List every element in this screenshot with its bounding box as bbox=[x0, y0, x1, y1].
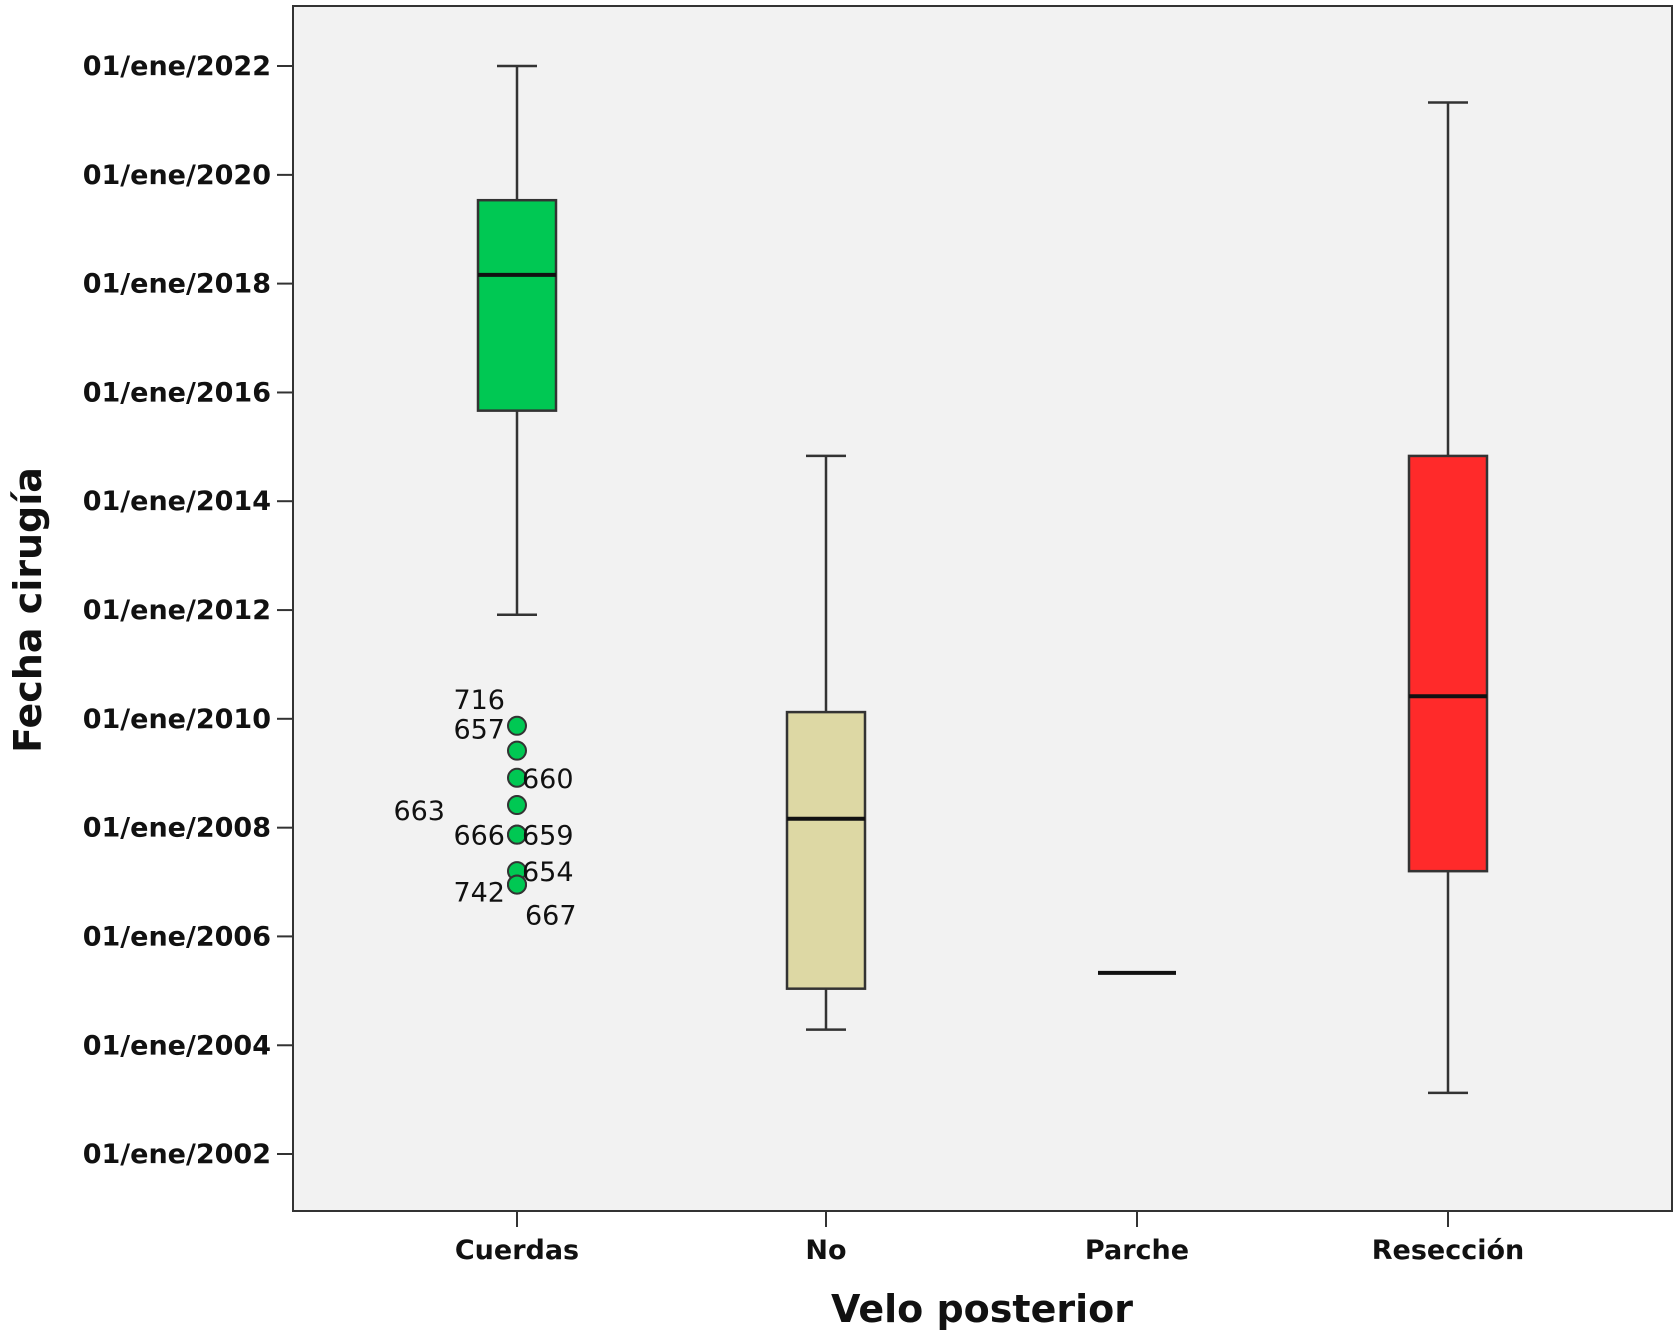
outlier-point bbox=[507, 874, 527, 895]
y-tick-label: 01/ene/2014 bbox=[83, 486, 271, 517]
outlier-label: 716 bbox=[453, 685, 505, 716]
outlier-label: 654 bbox=[522, 857, 574, 888]
x-tick-label: Cuerdas bbox=[455, 1235, 579, 1266]
outlier-label: 666 bbox=[453, 821, 505, 852]
iqr-box bbox=[1407, 454, 1489, 873]
outlier-point bbox=[507, 795, 527, 816]
y-tick-label: 01/ene/2008 bbox=[83, 813, 271, 844]
outlier-label: 660 bbox=[522, 764, 574, 795]
y-axis-title: Fecha cirugía bbox=[6, 467, 50, 753]
outlier-point bbox=[507, 740, 527, 761]
iqr-box bbox=[785, 710, 867, 990]
x-tick-label: Parche bbox=[1085, 1235, 1189, 1266]
box-no bbox=[785, 454, 867, 1031]
y-axis: 01/ene/2002 01/ene/2004 01/ene/2006 01/ene/… bbox=[83, 6, 294, 1211]
y-tick-label: 01/ene/2002 bbox=[83, 1139, 271, 1170]
y-tick-label: 01/ene/2012 bbox=[83, 595, 271, 626]
outlier-label: 657 bbox=[453, 715, 505, 746]
box-reseccion bbox=[1407, 101, 1489, 1095]
outlier-point bbox=[507, 767, 527, 788]
outlier-label: 659 bbox=[522, 821, 574, 852]
outlier-label: 742 bbox=[453, 878, 505, 909]
iqr-box bbox=[476, 198, 558, 412]
x-tick-label: No bbox=[805, 1235, 846, 1266]
y-tick-label: 01/ene/2016 bbox=[83, 377, 271, 408]
y-tick-label: 01/ene/2010 bbox=[83, 704, 271, 735]
x-axis: Cuerdas No Parche Resección bbox=[455, 1211, 1524, 1266]
outlier-label: 667 bbox=[525, 901, 577, 932]
outlier-label: 663 bbox=[393, 796, 445, 827]
outlier-point bbox=[507, 715, 527, 736]
y-tick-label: 01/ene/2004 bbox=[83, 1030, 271, 1061]
y-tick-label: 01/ene/2006 bbox=[83, 921, 271, 952]
outlier-point bbox=[507, 824, 527, 845]
x-axis-title: Velo posterior bbox=[831, 1287, 1133, 1331]
y-tick-label: 01/ene/2020 bbox=[83, 160, 271, 191]
y-tick-label: 01/ene/2018 bbox=[83, 269, 271, 300]
x-tick-label: Resección bbox=[1372, 1235, 1525, 1266]
y-tick-label: 01/ene/2022 bbox=[83, 51, 271, 82]
